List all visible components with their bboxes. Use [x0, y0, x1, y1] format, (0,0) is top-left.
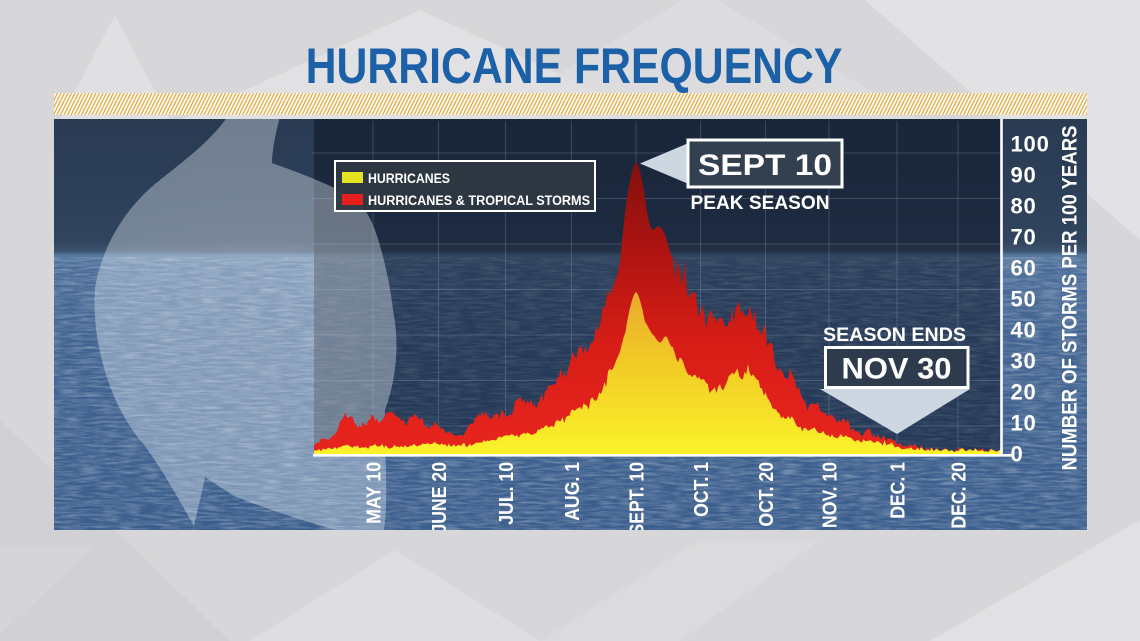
svg-text:30: 30 [1011, 348, 1037, 373]
svg-text:SEPT 10: SEPT 10 [698, 149, 832, 182]
svg-text:AUG. 1: AUG. 1 [562, 462, 585, 521]
svg-text:OCT. 1: OCT. 1 [691, 462, 714, 517]
svg-text:90: 90 [1011, 162, 1037, 187]
svg-text:50: 50 [1011, 286, 1037, 311]
svg-text:PEAK SEASON: PEAK SEASON [691, 192, 830, 214]
svg-text:60: 60 [1011, 255, 1037, 280]
svg-text:10: 10 [1011, 410, 1037, 435]
svg-text:JUL. 10: JUL. 10 [496, 462, 519, 525]
svg-text:DEC. 1: DEC. 1 [887, 462, 910, 519]
svg-text:HURRICANES & TROPICAL STORMS: HURRICANES & TROPICAL STORMS [368, 193, 590, 208]
svg-text:0: 0 [1011, 441, 1024, 466]
svg-text:DEC. 20: DEC. 20 [948, 462, 971, 529]
svg-text:SEPT. 10: SEPT. 10 [626, 462, 649, 530]
svg-text:80: 80 [1011, 193, 1037, 218]
svg-text:MAY 10: MAY 10 [363, 462, 386, 524]
svg-text:70: 70 [1011, 224, 1037, 249]
svg-text:NOV 30: NOV 30 [842, 353, 952, 386]
svg-text:100: 100 [1011, 131, 1050, 156]
svg-text:JUNE 20: JUNE 20 [429, 462, 452, 530]
svg-text:NOV. 10: NOV. 10 [819, 462, 842, 528]
svg-text:40: 40 [1011, 317, 1037, 342]
svg-text:HURRICANES: HURRICANES [368, 171, 450, 186]
svg-text:OCT. 20: OCT. 20 [756, 462, 779, 527]
svg-text:SEASON ENDS: SEASON ENDS [823, 324, 966, 346]
svg-text:NUMBER OF STORMS PER 100 YEARS: NUMBER OF STORMS PER 100 YEARS [1058, 126, 1082, 471]
svg-text:20: 20 [1011, 379, 1037, 404]
